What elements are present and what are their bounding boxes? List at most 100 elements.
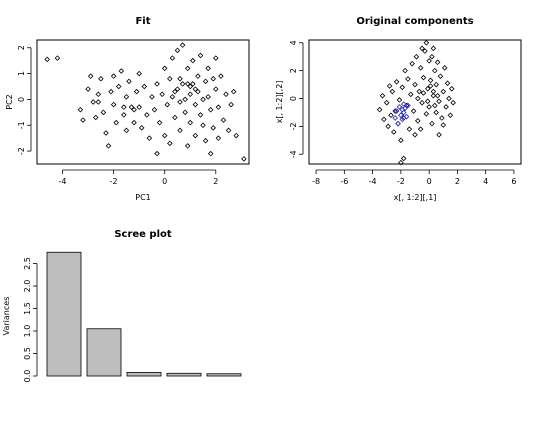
fit-plot-frame	[36, 39, 250, 165]
components-group-point	[393, 108, 400, 114]
components-point	[422, 48, 428, 54]
components-x-tick-label: 0	[427, 177, 432, 186]
components-point	[423, 111, 430, 117]
fit-point	[233, 132, 239, 139]
scree-bar	[166, 372, 202, 377]
fit-point	[167, 75, 173, 82]
fit-point	[167, 140, 173, 147]
fit-y-tick-label: 0	[17, 97, 26, 102]
fit-point	[154, 81, 160, 87]
fit-point	[195, 73, 201, 79]
fit-y-tick-label: -2	[17, 147, 26, 155]
fit-point	[192, 86, 199, 92]
fit-y-label: PC2	[5, 94, 14, 110]
components-point	[381, 116, 387, 123]
components-point	[446, 95, 452, 102]
fit-point	[110, 73, 117, 79]
components-point	[399, 84, 406, 91]
components-point	[450, 99, 456, 106]
fit-point	[197, 52, 204, 59]
scree-y-tick-label: 2.0	[23, 280, 32, 293]
components-point	[433, 109, 439, 116]
fit-point	[187, 83, 194, 90]
components-point	[417, 126, 424, 132]
fit-point	[146, 135, 153, 141]
fit-point	[215, 135, 222, 141]
components-point	[413, 53, 420, 60]
fit-point	[182, 96, 188, 103]
components-y-tick-label: -2	[289, 122, 298, 130]
components-x-tick-label: 4	[483, 177, 488, 186]
components-point	[415, 95, 421, 102]
components-point	[437, 73, 444, 79]
components-panel: Original components -8 -6 -4 -2 0 2 4 6 -4 -2 0 2 4…	[275, 16, 522, 202]
fit-x-tick-label: -2	[110, 177, 118, 186]
fit-point	[174, 86, 181, 92]
components-point	[429, 120, 435, 127]
fit-point	[92, 114, 99, 121]
scree-title: Scree plot	[114, 229, 172, 240]
components-group-point	[402, 105, 408, 112]
fit-point	[161, 65, 168, 72]
components-point	[415, 118, 421, 124]
components-point	[430, 88, 437, 95]
components-point	[420, 74, 427, 81]
components-point	[412, 131, 418, 138]
fit-point	[182, 109, 188, 116]
scree-panel: Scree plot 0.0 0.5 1.0 1.5 2.0 2.5 Variances	[2, 229, 242, 382]
fit-point	[115, 83, 122, 90]
components-point	[440, 122, 447, 128]
fit-y-axis: -2 -1 0 1 2	[17, 45, 32, 155]
fit-point	[179, 42, 186, 48]
components-point	[412, 81, 418, 88]
fit-point	[187, 91, 194, 98]
components-point	[386, 83, 393, 89]
scree-y-tick-label: 0.5	[23, 347, 32, 360]
components-point	[395, 120, 401, 127]
fit-point	[126, 78, 132, 85]
components-point	[376, 106, 383, 113]
components-point	[426, 104, 432, 110]
fit-point	[205, 94, 211, 100]
fit-point	[210, 75, 217, 82]
fit-point	[159, 91, 165, 98]
components-title: Original components	[356, 16, 473, 27]
components-point	[443, 104, 449, 110]
fit-point	[100, 109, 107, 116]
fit-point	[218, 73, 224, 79]
components-point	[398, 159, 404, 166]
components-x-label: x[, 1:2][,1]	[394, 193, 437, 202]
components-point	[430, 45, 437, 52]
fit-point	[192, 101, 199, 108]
scree-bar	[126, 371, 162, 377]
fit-point	[202, 137, 209, 144]
fit-point	[205, 65, 211, 72]
components-point	[393, 79, 400, 85]
fit-point	[123, 94, 130, 100]
components-group-points	[392, 101, 411, 127]
components-point	[419, 99, 425, 106]
components-point	[432, 102, 438, 109]
components-point	[389, 88, 396, 95]
components-point	[409, 60, 415, 67]
components-y-tick-label: 2	[289, 68, 298, 73]
components-point	[430, 92, 437, 99]
components-point	[444, 80, 451, 86]
fit-point	[151, 106, 158, 113]
fit-point	[207, 150, 214, 157]
fit-point	[123, 127, 130, 134]
fit-y-tick-label: 2	[17, 45, 26, 50]
components-point	[440, 88, 447, 95]
fit-point	[200, 96, 206, 103]
fit-point	[228, 101, 234, 108]
components-point	[379, 92, 386, 99]
components-point	[441, 65, 448, 71]
fit-point	[156, 119, 163, 126]
fit-point	[172, 114, 178, 121]
components-y-axis: -4 -2 0 2 4	[289, 40, 304, 158]
fit-point	[184, 65, 191, 72]
fit-point	[190, 81, 196, 87]
fit-point	[213, 55, 219, 61]
fit-point	[172, 88, 178, 95]
